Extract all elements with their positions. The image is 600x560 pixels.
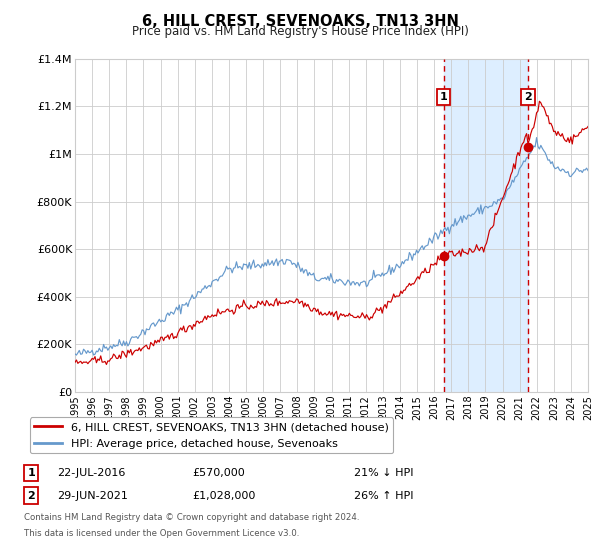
Bar (443, 59, 528, 392)
Text: 22-JUL-2016: 22-JUL-2016 (57, 468, 125, 478)
Text: Contains HM Land Registry data © Crown copyright and database right 2024.: Contains HM Land Registry data © Crown c… (24, 513, 359, 522)
Text: 1: 1 (28, 468, 35, 478)
Text: 1: 1 (440, 92, 448, 102)
Legend: 6, HILL CREST, SEVENOAKS, TN13 3HN (detached house), HPI: Average price, detache: 6, HILL CREST, SEVENOAKS, TN13 3HN (deta… (29, 417, 393, 454)
Text: This data is licensed under the Open Government Licence v3.0.: This data is licensed under the Open Gov… (24, 529, 299, 538)
Text: 6, HILL CREST, SEVENOAKS, TN13 3HN: 6, HILL CREST, SEVENOAKS, TN13 3HN (142, 14, 458, 29)
Text: 2: 2 (524, 92, 532, 102)
Text: 2: 2 (28, 491, 35, 501)
Text: 21% ↓ HPI: 21% ↓ HPI (354, 468, 413, 478)
Text: £1,028,000: £1,028,000 (192, 491, 256, 501)
Text: Price paid vs. HM Land Registry's House Price Index (HPI): Price paid vs. HM Land Registry's House … (131, 25, 469, 38)
Text: £570,000: £570,000 (192, 468, 245, 478)
Text: 26% ↑ HPI: 26% ↑ HPI (354, 491, 413, 501)
Text: 29-JUN-2021: 29-JUN-2021 (57, 491, 128, 501)
